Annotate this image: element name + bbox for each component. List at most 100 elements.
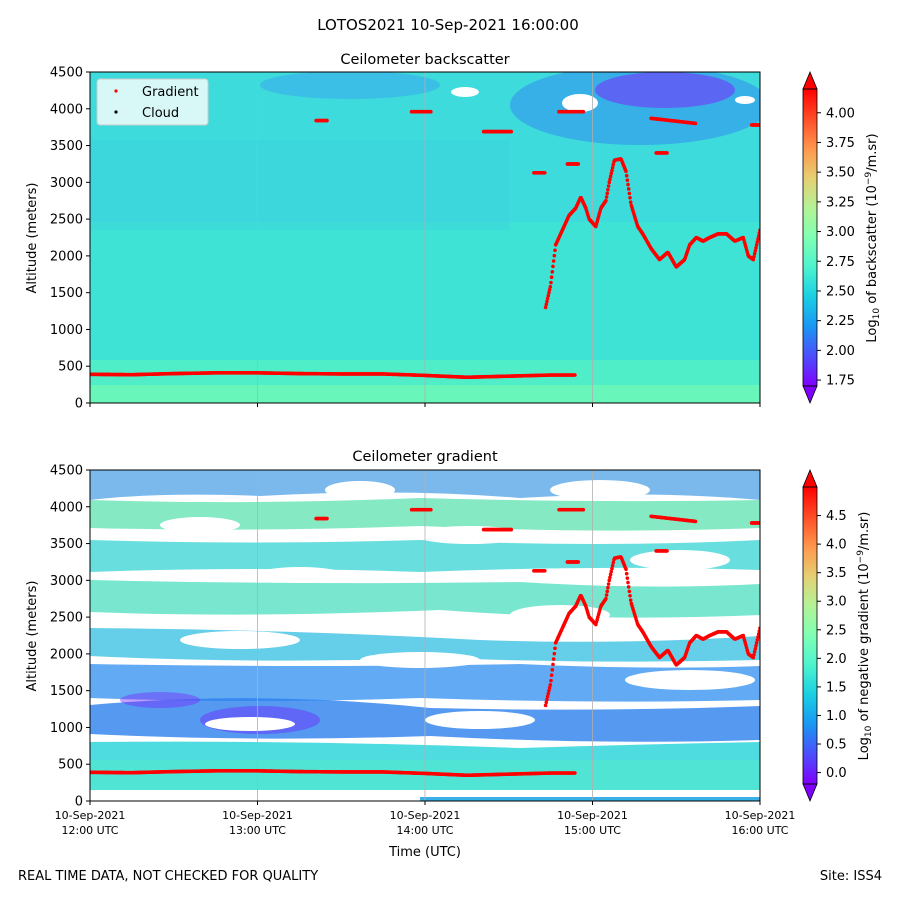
backscatter-plot-area [90,72,760,403]
gradient-point [581,109,586,114]
gradient-xlabel: Time (UTC) [388,845,461,860]
gradient-point [573,771,577,775]
gradient-point [752,649,757,654]
gradient-point [605,589,610,594]
backscatter-upper-patch [260,72,440,99]
y-tick-label: 500 [58,758,83,773]
gradient-point [604,195,609,199]
gradient-point [693,121,698,126]
gradient-point [755,240,760,244]
gradient-point [625,576,630,580]
gradient-point [624,567,628,572]
y-tick-label: 4000 [50,102,83,117]
gradient-point [610,566,614,571]
colorbar-tick-label: 2.5 [826,623,847,638]
gradient-x-axis: 10-Sep-2021 12:00 UTC 10-Sep-2021 13:00 UTC… [55,801,796,837]
gradient-point [553,248,557,253]
gradient-point [624,173,629,178]
colorbar-tick-label: 0.0 [826,766,847,781]
backscatter-title: Ceilometer backscatter [340,52,509,68]
backscatter-y-axis: 0 500 1000 1500 2000 2500 3000 3500 4000 4500 [50,66,90,412]
colorbar-frame [802,486,818,785]
backscatter-panel: Ceilometer backscatter 0 500 1000 1500 2000 2… [25,52,882,412]
x-tick-label-date: 10-Sep-2021 [557,809,628,822]
gradient-point [547,685,552,690]
gradient-point [626,585,631,589]
colorbar-tick-label: 4.00 [826,106,855,121]
gradient-point [552,253,557,258]
y-tick-label: 4000 [50,500,83,515]
x-tick-label-time: 15:00 UTC [564,824,621,837]
gradient-gridlines [90,470,760,801]
gradient-point [627,589,632,594]
colorbar-tick-label: 4.5 [826,509,847,524]
y-tick-label: 3500 [50,139,83,154]
gradient-point [757,521,760,525]
gradient-point [628,598,633,602]
backscatter-mid-band [90,140,510,230]
gradient-void-8 [180,631,300,649]
gradient-point [325,516,329,521]
gradient-point [509,527,514,532]
gradient-point [628,593,632,598]
gradient-point [548,682,553,687]
gradient-point [542,170,547,175]
y-tick-label: 3500 [50,537,83,552]
gradient-gradient-points [90,507,760,778]
gradient-point [610,165,615,170]
gradient-point [552,651,557,656]
gradient-void-6 [255,567,345,583]
backscatter-void-1 [562,94,598,112]
gradient-point [752,652,756,657]
gradient-point [604,198,608,203]
gradient-point [550,270,555,274]
gradient-point [546,691,551,696]
gradient-point [610,168,614,173]
x-tick-label-date: 10-Sep-2021 [55,809,126,822]
gradient-point [543,703,548,708]
gradient-point [576,162,581,166]
gradient-surface-band [420,797,760,801]
x-tick-label-date: 10-Sep-2021 [725,809,796,822]
colorbar-extend-bottom [802,783,818,803]
y-tick-label: 2000 [50,647,83,662]
gradient-point [553,646,557,651]
gradient-point [606,184,611,188]
gradient-void-11 [425,711,535,729]
gradient-point [548,284,553,289]
y-tick-label: 0 [75,795,83,810]
colorbar-tick-label: 1.75 [826,374,855,389]
colorbar-tick-label: 2.25 [826,314,855,329]
y-tick-label: 4500 [50,66,83,81]
colorbar-tick-label: 3.75 [826,136,855,151]
gradient-purple-2 [120,692,200,708]
gradient-point [606,585,610,590]
gradient-point [751,655,756,660]
backscatter-gridlines [90,72,760,403]
backscatter-gradient-points [90,109,760,380]
y-tick-label: 4500 [50,464,83,479]
gradient-colorbar: 0.0 0.5 1.0 1.5 2.0 2.5 3.0 3.5 4.0 4.5 Log10 of … [802,468,874,803]
gradient-void-5 [630,550,730,570]
gradient-point [626,580,630,585]
colorbar-tick-label: 3.0 [826,595,847,610]
gradient-void-2 [550,480,650,500]
gradient-plot-area [90,470,760,801]
y-tick-label: 2500 [50,611,83,626]
backscatter-colorbar: 1.75 2.00 2.25 2.50 2.75 3.00 3.25 3.50 3.75 4.00… [802,70,882,405]
footer-quality-note: REAL TIME DATA, NOT CHECKED FOR QUALITY [18,869,319,884]
colorbar-tick-label: 1.5 [826,680,847,695]
gradient-point [757,123,760,127]
gradient-point [608,174,613,179]
colorbar-bar [803,89,817,386]
x-tick-label-time: 13:00 UTC [229,824,286,837]
legend-gradient-label: Gradient [142,85,199,100]
gradient-point [549,673,554,678]
colorbar-tick-label: 0.5 [826,738,847,753]
gradient-point [543,305,548,310]
legend-cloud-label: Cloud [142,106,179,121]
gradient-y-axis: 0 500 1000 1500 2000 2500 3000 3500 4000 4500 [50,464,90,810]
gradient-point [626,182,630,187]
x-tick-label-time: 16:00 UTC [731,824,788,837]
gradient-point [608,572,613,577]
